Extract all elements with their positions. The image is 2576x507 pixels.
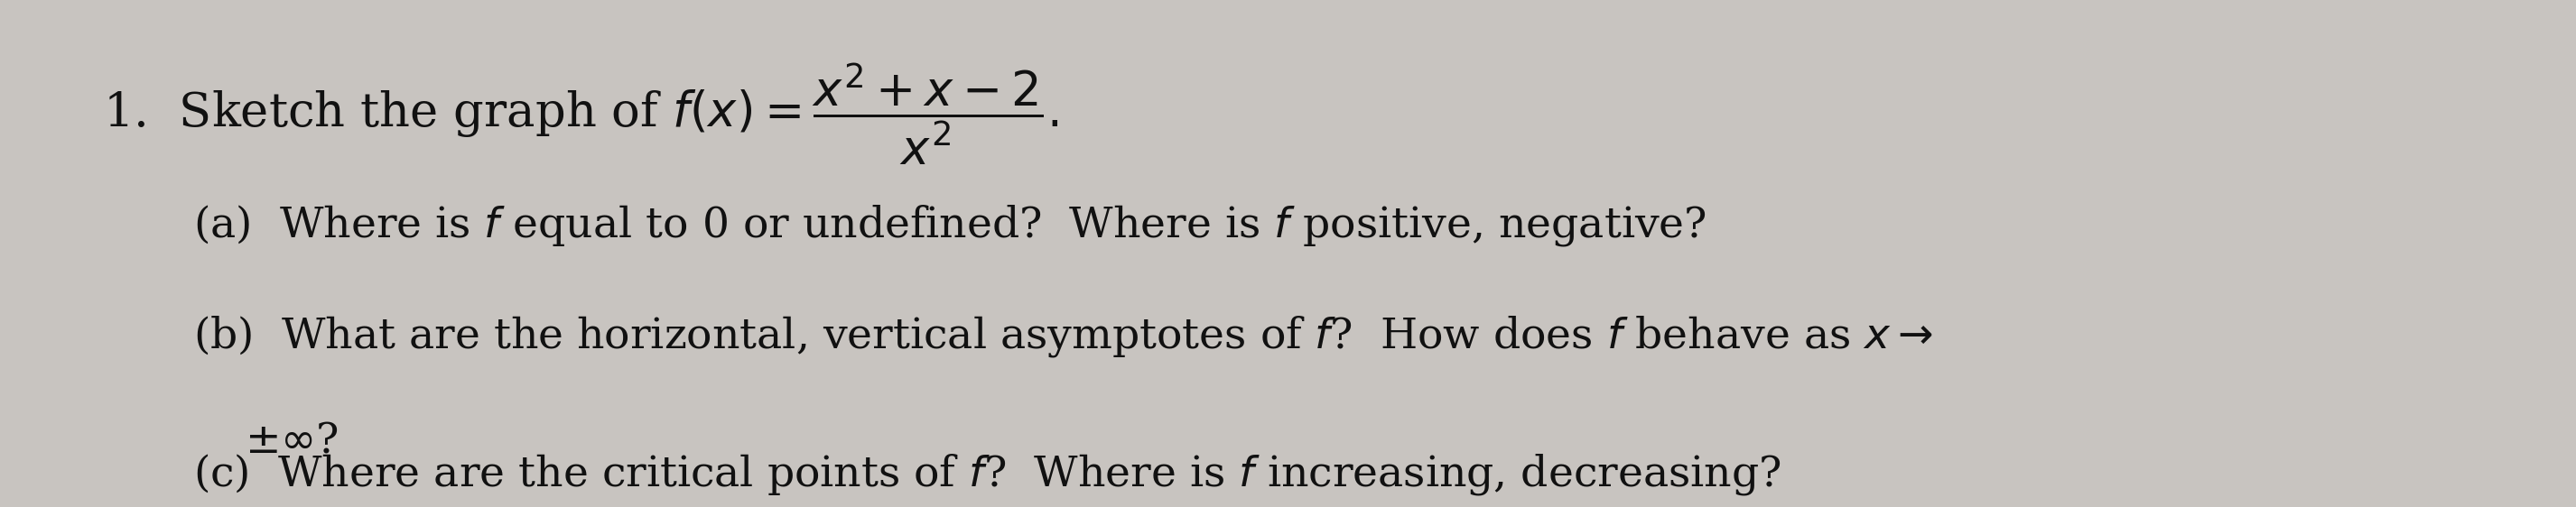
Text: 1.  Sketch the graph of $f(x) = \dfrac{x^2 + x - 2}{x^2}.$: 1. Sketch the graph of $f(x) = \dfrac{x^… [103,61,1059,166]
Text: (a)  Where is $f$ equal to 0 or undefined?  Where is $f$ positive, negative?: (a) Where is $f$ equal to 0 or undefined… [193,203,1705,248]
Text: (c)  Where are the critical points of $f$?  Where is $f$ increasing, decreasing?: (c) Where are the critical points of $f$… [193,452,1780,497]
Text: $\pm\infty$?: $\pm\infty$? [245,421,337,462]
Text: (b)  What are the horizontal, vertical asymptotes of $f$?  How does $f$ behave a: (b) What are the horizontal, vertical as… [193,314,1932,359]
